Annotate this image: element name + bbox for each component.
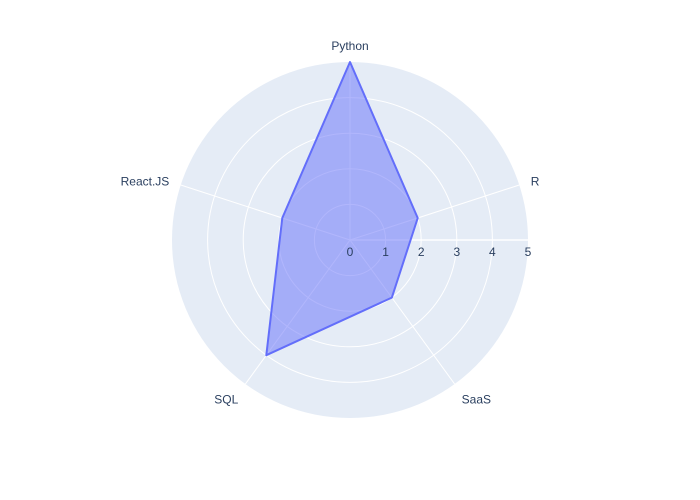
radial-tick-label: 5: [525, 245, 532, 259]
category-label: SaaS: [462, 393, 491, 407]
series-area: [265, 61, 419, 357]
radial-tick-label: 1: [382, 245, 389, 259]
category-label: React.JS: [121, 174, 170, 188]
radial-tick-label: 4: [489, 245, 496, 259]
category-label: R: [531, 174, 540, 188]
radial-tick-label: 3: [453, 245, 460, 259]
radial-tick-label: 0: [347, 245, 354, 259]
radial-tick-label: 2: [418, 245, 425, 259]
category-label: SQL: [214, 393, 238, 407]
category-label: Python: [331, 39, 368, 53]
